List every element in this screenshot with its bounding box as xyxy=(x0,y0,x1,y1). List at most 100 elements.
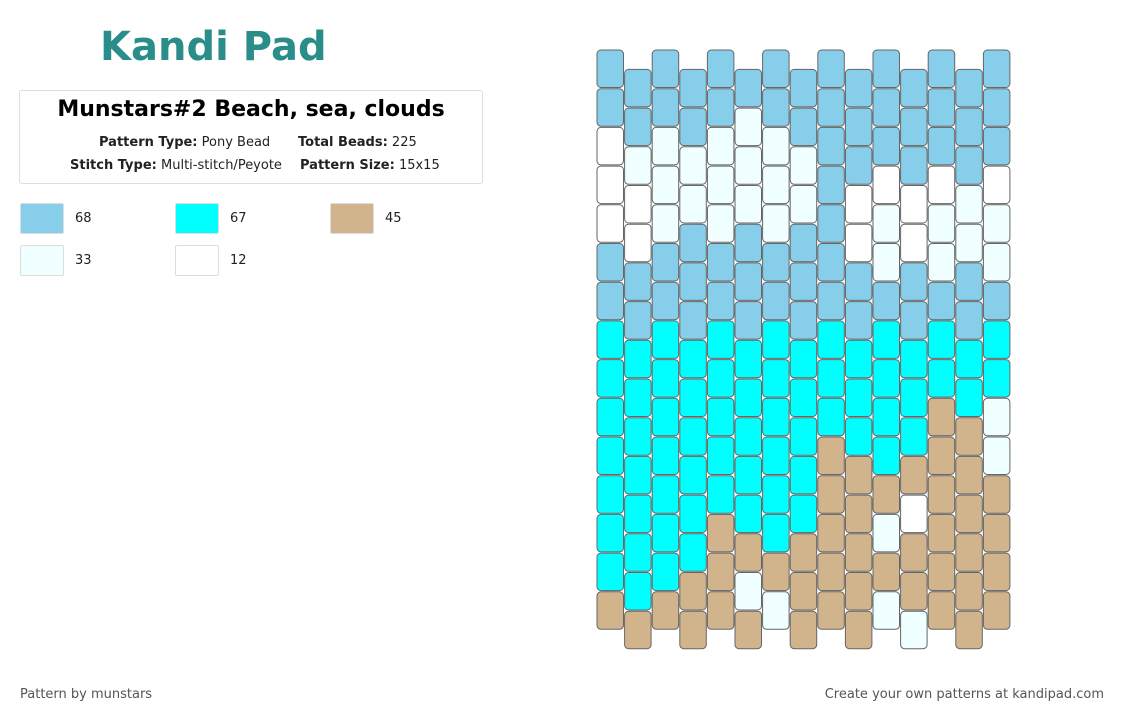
bead xyxy=(872,513,900,553)
bead xyxy=(651,88,680,127)
bead xyxy=(900,572,928,611)
bead xyxy=(706,436,735,475)
bead xyxy=(955,378,983,417)
bead xyxy=(872,165,900,205)
bead xyxy=(734,378,762,417)
bead xyxy=(706,591,735,630)
bead xyxy=(706,513,735,553)
bead xyxy=(844,223,873,263)
bead xyxy=(872,49,900,88)
bead xyxy=(982,320,1011,359)
bead xyxy=(624,417,652,456)
bead xyxy=(844,572,873,611)
bead xyxy=(762,88,790,127)
bead xyxy=(982,359,1011,398)
bead xyxy=(789,455,818,495)
bead xyxy=(955,572,983,611)
bead xyxy=(624,223,652,263)
field-value: 15x15 xyxy=(398,158,440,173)
bead xyxy=(900,455,928,495)
bead xyxy=(596,243,624,282)
bead xyxy=(762,243,790,282)
bead xyxy=(706,204,735,243)
bead xyxy=(789,417,818,456)
bead xyxy=(762,281,790,321)
bead xyxy=(596,165,624,205)
bead xyxy=(679,494,707,534)
field-value: 225 xyxy=(391,135,417,150)
legend-count: 67 xyxy=(230,211,247,226)
bead xyxy=(734,68,762,108)
bead xyxy=(706,126,735,166)
bead xyxy=(734,494,762,534)
bead xyxy=(900,339,928,379)
bead xyxy=(900,68,928,108)
bead xyxy=(844,378,873,417)
bead xyxy=(982,126,1011,166)
bead xyxy=(624,185,652,224)
bead xyxy=(817,88,845,127)
bead xyxy=(817,243,845,282)
legend-swatch xyxy=(330,203,374,234)
bead xyxy=(927,88,956,127)
bead xyxy=(900,185,928,224)
bead xyxy=(927,552,956,592)
bead xyxy=(762,126,790,166)
bead xyxy=(596,436,624,475)
bead xyxy=(651,165,680,205)
bead xyxy=(789,572,818,611)
bead xyxy=(734,301,762,340)
bead xyxy=(872,204,900,243)
bead xyxy=(817,204,845,243)
promo: Create your own patterns at kandipad.com xyxy=(824,687,1104,702)
bead xyxy=(817,49,845,88)
bead xyxy=(679,301,707,340)
bead xyxy=(762,320,790,359)
bead xyxy=(900,610,928,650)
field: Stitch Type: Multi-stitch/Peyote xyxy=(70,158,282,173)
bead xyxy=(900,301,928,340)
bead xyxy=(789,301,818,340)
bead xyxy=(982,88,1011,127)
bead xyxy=(624,146,652,185)
bead xyxy=(789,107,818,147)
bead xyxy=(817,397,845,437)
bead xyxy=(789,494,818,534)
field: Pattern Size: 15x15 xyxy=(300,158,440,173)
bead xyxy=(900,533,928,572)
bead xyxy=(762,513,790,553)
bead xyxy=(900,262,928,301)
bead xyxy=(817,281,845,321)
bead xyxy=(734,417,762,456)
bead xyxy=(872,88,900,127)
bead xyxy=(762,49,790,88)
bead xyxy=(706,49,735,88)
bead xyxy=(955,455,983,495)
legend-swatch xyxy=(20,203,64,234)
bead xyxy=(927,243,956,282)
bead xyxy=(762,165,790,205)
bead xyxy=(624,262,652,301)
bead xyxy=(762,204,790,243)
bead xyxy=(844,417,873,456)
bead xyxy=(844,68,873,108)
bead xyxy=(817,436,845,475)
bead xyxy=(817,591,845,630)
field-value: Multi-stitch/Peyote xyxy=(161,158,282,173)
bead xyxy=(955,610,983,650)
bead xyxy=(762,436,790,475)
bead xyxy=(651,475,680,514)
bead xyxy=(844,107,873,147)
title: Munstars#2 Beach, sea, clouds xyxy=(57,97,445,122)
bead xyxy=(706,88,735,127)
bead xyxy=(679,572,707,611)
bead xyxy=(734,610,762,650)
bead xyxy=(844,262,873,301)
bead xyxy=(844,185,873,224)
legend-count: 68 xyxy=(75,211,92,226)
bead xyxy=(789,378,818,417)
bead xyxy=(982,165,1011,205)
bead xyxy=(955,68,983,108)
bead xyxy=(734,262,762,301)
